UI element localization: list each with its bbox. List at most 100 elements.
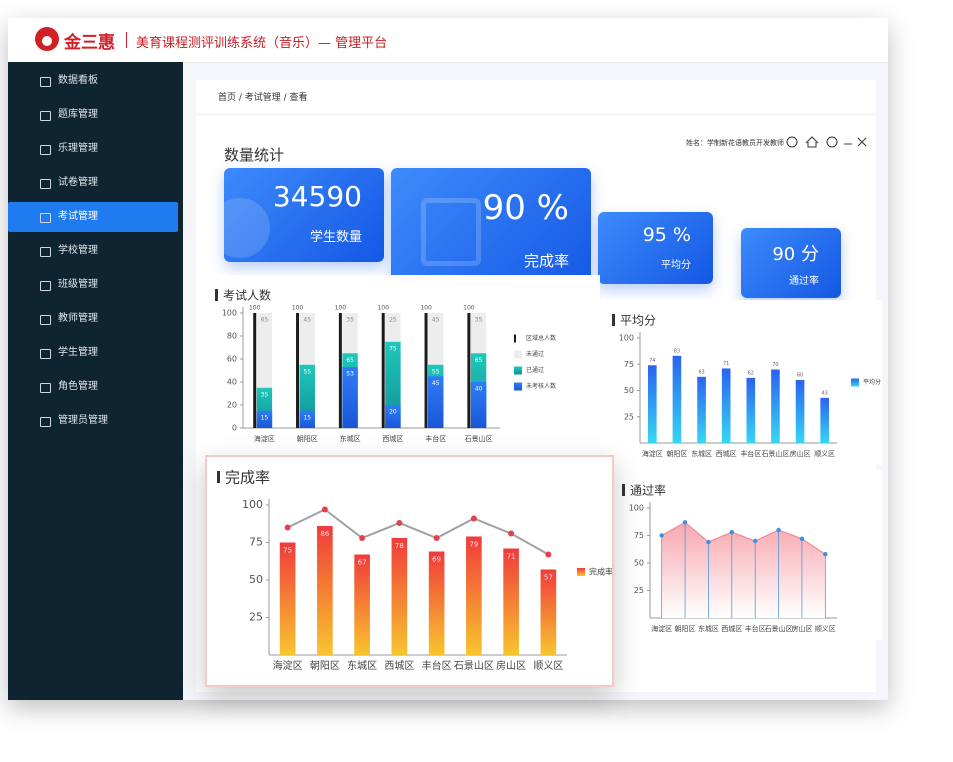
menu-item[interactable]: 题库管理 (8, 100, 178, 130)
menu-icon (40, 213, 51, 223)
value-label: 83 (674, 348, 680, 354)
value-label: 57 (544, 574, 553, 582)
y-tick-label: 25 (249, 611, 263, 624)
value-label: 100 (292, 305, 304, 312)
bar (540, 569, 557, 655)
y-tick-label: 40 (227, 378, 237, 387)
y-tick-label: 25 (634, 586, 644, 595)
x-tick-label: 东城区 (347, 659, 377, 672)
stat-label: 完成率 (523, 252, 569, 270)
title-marker (215, 289, 218, 301)
value-label: 100 (335, 305, 347, 312)
logo-text: 金三惠 (64, 33, 115, 53)
value-label: 63 (698, 369, 704, 375)
line-marker (508, 530, 515, 537)
value-label: 100 (249, 305, 261, 312)
menu-item[interactable]: 角色管理 (8, 372, 178, 402)
stat-label: 学生数量 (309, 230, 362, 245)
menu-item[interactable]: 试卷管理 (8, 168, 178, 198)
bar (771, 369, 780, 443)
menu-item[interactable]: 教师管理 (8, 304, 178, 334)
y-tick-label: 100 (629, 504, 644, 513)
chart-title: 平均分 (620, 314, 656, 328)
x-tick-label: 西城区 (382, 435, 403, 443)
menu-item[interactable]: 学生管理 (8, 338, 178, 368)
stat-value: 34590 (272, 180, 362, 213)
power-icon[interactable] (786, 136, 798, 148)
menu-item[interactable]: 数据看板 (8, 66, 178, 96)
app-title: 美育课程测评训练系统（音乐）— 管理平台 (136, 36, 388, 51)
divider (196, 114, 876, 115)
x-tick-label: 西城区 (384, 660, 414, 672)
menu-item[interactable]: 考试管理 (8, 202, 178, 232)
y-tick-label: 50 (634, 559, 644, 568)
menu-item[interactable]: 学校管理 (8, 236, 178, 266)
stat-value: 90 分 (772, 244, 819, 265)
y-tick-label: 50 (624, 386, 634, 395)
bar (299, 313, 315, 365)
home-icon[interactable] (805, 136, 819, 148)
bar (317, 526, 333, 655)
value-label: 55 (303, 368, 311, 375)
menu-item[interactable]: 管理员管理 (8, 406, 178, 436)
breadcrumb[interactable]: 首页 / 考试管理 / 查看 (218, 93, 308, 103)
value-label: 40 (475, 386, 483, 393)
legend-label: 平均分 (863, 378, 881, 386)
menu-item[interactable]: 乐理管理 (8, 134, 178, 164)
x-tick-label: 海淀区 (651, 624, 672, 633)
line-marker (396, 520, 403, 526)
area (661, 522, 826, 618)
close-icon[interactable] (857, 137, 867, 147)
sidebar: 数据看板题库管理乐理管理试卷管理考试管理学校管理班级管理教师管理学生管理角色管理… (8, 62, 183, 700)
menu-icon (40, 383, 51, 393)
y-tick-label: 100 (619, 334, 634, 343)
line-marker (823, 552, 828, 557)
bar (385, 405, 401, 428)
menu-icon (40, 417, 51, 427)
x-tick-label: 海淀区 (642, 449, 663, 458)
bar (721, 368, 731, 443)
y-tick-label: 75 (249, 536, 263, 549)
bar (391, 538, 408, 655)
menu-item[interactable]: 班级管理 (8, 270, 178, 300)
menu-icon (40, 145, 51, 155)
menu-icon (40, 315, 51, 325)
stat-card: 90 分 通过率 (741, 228, 841, 298)
bar (697, 376, 706, 443)
bar (470, 382, 487, 428)
value-label: 65 (346, 357, 354, 364)
value-label: 75 (389, 345, 397, 352)
window-controls (786, 136, 867, 148)
menu-icon (40, 247, 51, 257)
x-tick-label: 石景山区 (765, 624, 793, 633)
section-title: 数量统计 (224, 146, 285, 164)
line-marker (776, 527, 781, 533)
stat-label: 通过率 (789, 276, 819, 287)
bar (342, 313, 358, 354)
value-label: 20 (389, 409, 397, 416)
x-tick-label: 朝阳区 (675, 624, 696, 633)
x-tick-label: 西城区 (721, 625, 742, 633)
x-tick-label: 东城区 (340, 434, 361, 443)
value-label: 100 (377, 305, 389, 312)
line-marker (799, 536, 805, 541)
legend-label: 未考核人数 (526, 382, 556, 390)
x-tick-label: 顺义区 (814, 450, 835, 458)
value-label: 78 (395, 542, 404, 550)
value-label: 86 (320, 530, 329, 538)
stat-value: 90 % (482, 188, 569, 228)
bar (299, 410, 315, 428)
menu-icon (40, 111, 51, 121)
legend-swatch (851, 378, 859, 387)
y-tick-label: 100 (242, 498, 263, 511)
value-label: 15 (261, 414, 269, 421)
line-marker (752, 538, 758, 544)
value-label: 71 (723, 361, 729, 367)
x-tick-label: 朝阳区 (666, 449, 687, 458)
value-label: 74 (649, 358, 655, 364)
user-name[interactable]: 姓名：学制新花语教员开发教师 (686, 139, 784, 147)
help-icon[interactable] (826, 136, 838, 148)
legend-label: 已通过 (526, 366, 544, 374)
value-label: 53 (346, 371, 354, 378)
